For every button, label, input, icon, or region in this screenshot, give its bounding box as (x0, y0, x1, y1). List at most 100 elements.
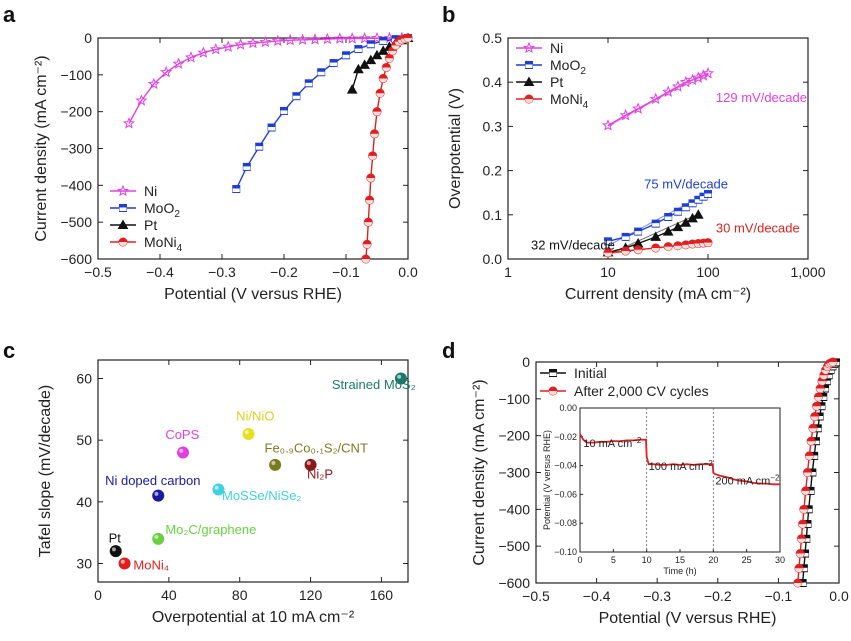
data-point-half (810, 455, 818, 459)
scatter-point-label: Strained MoS₂ (332, 377, 416, 392)
x-tick-label: 0 (94, 587, 102, 603)
scatter-point-highlight (179, 448, 184, 453)
data-point-half (827, 369, 835, 374)
series-initial (798, 358, 840, 587)
inset-y-tick-label: −0.02 (554, 432, 577, 442)
data-point-half (812, 440, 820, 445)
data-point-half (816, 388, 825, 393)
x-tick-label: 1 (504, 264, 512, 280)
data-point (701, 67, 715, 79)
data-point (358, 32, 371, 44)
legend-label-sub: 4 (177, 243, 183, 254)
y-tick-label: 0.0 (483, 251, 503, 267)
inset-frame (579, 407, 781, 553)
data-point-half (810, 416, 819, 421)
inset-x-tick-label: 20 (708, 555, 718, 565)
legend-label-base: Ni (550, 40, 563, 56)
series-pt (602, 209, 704, 257)
data-point (601, 119, 615, 131)
chart-panel-c: c 0 40 80 120 160 30 40 50 60 Overpotential at 10… (3, 338, 416, 626)
legend-marker-half (525, 99, 533, 103)
legend-marker-half (119, 207, 127, 211)
data-point-half (373, 111, 381, 116)
data-point-half (704, 193, 712, 198)
data-point (184, 51, 198, 63)
inset-y-tick-label: −0.08 (554, 518, 577, 528)
data-point-half (622, 236, 630, 240)
x-axis-label: Current density (mA cm⁻²) (565, 286, 751, 303)
y-tick-label: 0.4 (483, 74, 503, 90)
data-point-half (255, 146, 263, 150)
legend-label: Pt (144, 217, 157, 233)
y-axis-label: Tafel slope (mV/decade) (37, 385, 54, 558)
data-point-half (391, 45, 400, 50)
data-point-half (797, 538, 806, 543)
data-point-half (317, 71, 325, 76)
data-point-half (342, 54, 350, 59)
series-ni (601, 67, 715, 131)
inset-x-tick-label: 15 (675, 555, 685, 565)
y-tick-label: 0.3 (483, 118, 503, 134)
x-axis-label: Overpotential at 10 mA cm⁻² (152, 609, 355, 626)
data-point-half (361, 259, 370, 263)
data-point (692, 209, 704, 219)
legend-label-sub: 2 (580, 66, 586, 77)
legend-label-base: Pt (550, 74, 563, 90)
y-tick-label: 50 (76, 432, 92, 448)
legend-label: Initial (574, 365, 607, 381)
data-point (209, 43, 222, 55)
x-tick-label: −0.1 (765, 588, 793, 604)
legend-marker (523, 76, 535, 86)
scatter-point (118, 557, 131, 570)
y-axis-label: Current density (mA cm⁻²) (471, 379, 488, 565)
inset-annotation-sup: −2 (770, 473, 780, 482)
data-point (135, 94, 148, 106)
x-tick-label: −0.5 (84, 264, 112, 280)
y-tick-label: −300 (60, 141, 92, 157)
scatter-point-label: Ni₂P (307, 466, 333, 481)
y-tick-label: −400 (60, 177, 92, 193)
y-tick-label: 0 (84, 30, 92, 46)
data-point (160, 65, 173, 78)
data-point (370, 31, 384, 44)
x-tick-label: 100 (696, 264, 720, 280)
inset-x-tick-label: 30 (775, 555, 785, 565)
data-point-half (814, 427, 822, 432)
data-point-half (370, 133, 379, 138)
y-tick-label: −600 (60, 251, 92, 267)
chart-panel-b: b 1 10 100 1,000 0.0 0.1 0.2 0.3 0.4 0.5 Current d… (442, 2, 826, 303)
legend-label: Pt (550, 74, 563, 90)
data-point (284, 33, 297, 46)
x-tick-label: −0.4 (583, 588, 611, 604)
inset-y-axis-label: Potential (V versus RHE) (542, 430, 552, 530)
panel-label-a: a (3, 2, 16, 27)
data-point (122, 117, 136, 129)
data-point-half (604, 252, 612, 257)
scatter-point-highlight (154, 491, 159, 496)
y-tick-label: 0.2 (483, 163, 503, 179)
scatter-point (152, 532, 165, 545)
data-point-half (802, 538, 810, 542)
legend-label-base: MoO (550, 57, 580, 73)
data-point-half (793, 583, 802, 587)
x-tick-label: 1,000 (790, 264, 825, 280)
data-point-half (634, 249, 643, 254)
data-point-half (823, 380, 831, 385)
series-line (235, 37, 409, 190)
inset-x-tick-label: 0 (577, 555, 582, 565)
data-point-half (704, 242, 712, 247)
data-point-half (807, 490, 815, 494)
scatter-point-highlight (271, 461, 276, 466)
legend-label: MoNi4 (144, 234, 183, 254)
data-point-half (828, 362, 837, 366)
x-tick-label: −0.1 (332, 264, 360, 280)
data-point-half (305, 82, 313, 87)
y-tick-label: −200 (498, 428, 530, 444)
series-ni (122, 31, 408, 129)
series-moni4 (603, 238, 713, 258)
x-tick-label: 40 (161, 587, 177, 603)
inset-annotation-base: 100 mA cm (649, 461, 704, 473)
data-point-half (803, 523, 811, 528)
y-tick-label: 60 (76, 371, 92, 387)
data-point-half (682, 206, 690, 211)
